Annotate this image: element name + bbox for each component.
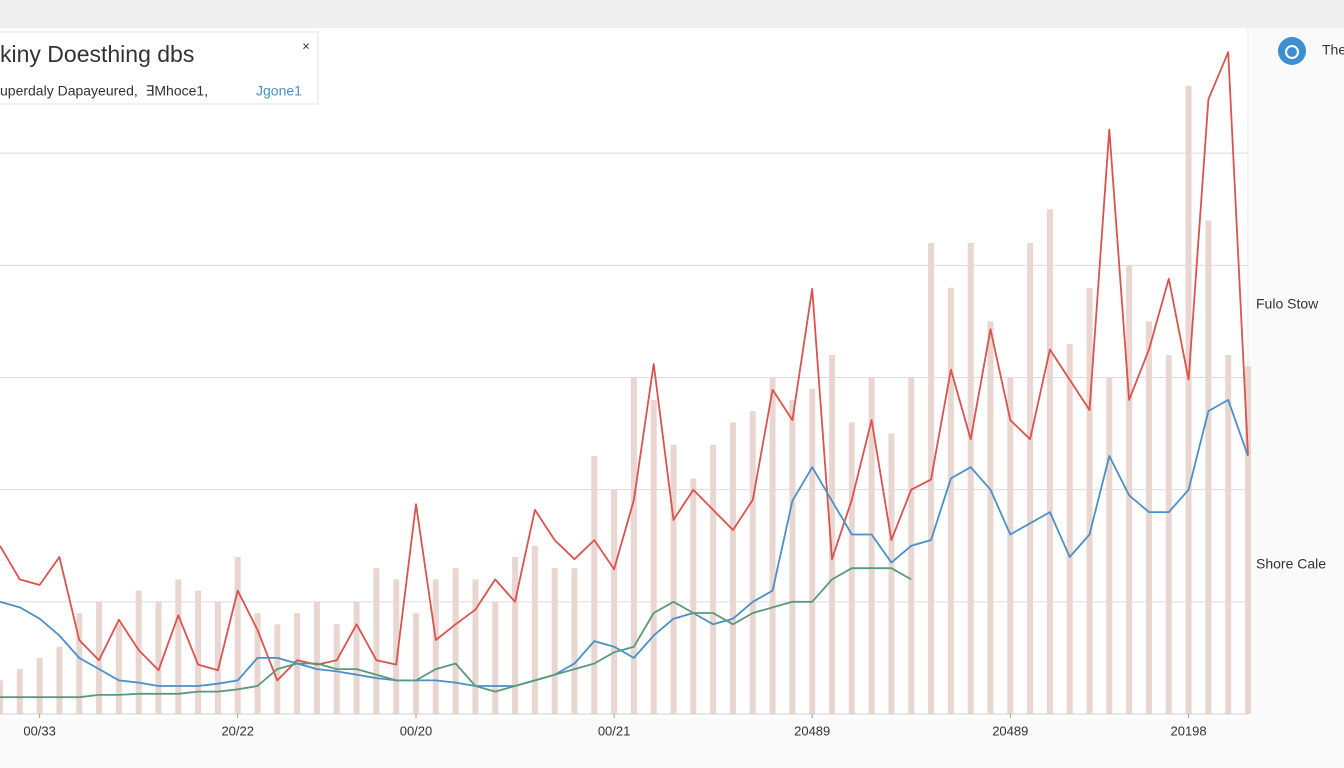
bar — [1165, 355, 1172, 714]
title-box — [0, 31, 319, 105]
corner-label: The — [1322, 42, 1344, 58]
x-tick-label: 20489 — [992, 723, 1028, 738]
close-button[interactable]: × — [302, 38, 310, 53]
x-tick-label: 00/20 — [400, 723, 433, 738]
bar — [195, 590, 202, 714]
bar — [1086, 287, 1093, 714]
bar — [234, 556, 241, 714]
bar — [512, 556, 519, 714]
bar — [571, 568, 578, 714]
bar — [690, 478, 697, 714]
chart-title: kiny Doesthing dbs — [0, 41, 194, 67]
top-bar — [0, 0, 1344, 28]
bar — [729, 422, 736, 714]
bar — [1007, 377, 1014, 714]
bar — [868, 377, 875, 714]
legend-label: Shore Cale — [1256, 556, 1326, 572]
bar — [611, 489, 618, 714]
bar — [413, 613, 419, 714]
bar — [1225, 355, 1232, 714]
bar — [155, 601, 162, 714]
bar — [650, 399, 657, 714]
bar — [670, 444, 677, 714]
bar — [987, 321, 994, 714]
bar — [1027, 242, 1034, 714]
bar — [373, 568, 380, 714]
plot-background — [0, 28, 1250, 718]
bar — [551, 568, 558, 714]
bar — [1046, 209, 1053, 714]
bar — [967, 242, 974, 714]
bar — [769, 377, 776, 714]
bar — [135, 590, 142, 714]
bar — [710, 444, 717, 714]
bar — [888, 433, 895, 714]
bar — [76, 613, 83, 714]
bar — [1245, 366, 1251, 714]
x-tick-label: 20198 — [1170, 723, 1206, 738]
bar — [1145, 321, 1152, 714]
bar — [1126, 265, 1133, 714]
bar — [393, 579, 400, 714]
chart-subtitle: uperdaly Dapayeured, ∃Mhoce1, — [0, 83, 208, 99]
bar — [472, 579, 479, 714]
bar — [531, 545, 538, 714]
bar — [353, 601, 360, 714]
line-series — [0, 399, 1249, 687]
bar — [115, 624, 122, 714]
bar — [432, 579, 439, 714]
bar — [829, 355, 835, 714]
bar — [1106, 377, 1113, 714]
bar — [492, 601, 499, 714]
bar — [313, 601, 320, 714]
subtitle-link[interactable]: Jgone1 — [256, 83, 302, 99]
plot-area: 00/33 20/22 00/20 00/21 20489 20489 20198 — [0, 28, 1251, 738]
corner-icon[interactable] — [1278, 37, 1306, 65]
bar — [1066, 343, 1073, 714]
bar — [947, 287, 954, 714]
bar — [254, 613, 261, 714]
bar — [591, 456, 598, 714]
bar — [96, 601, 103, 714]
bar — [175, 579, 182, 714]
x-tick-label: 00/21 — [598, 723, 631, 738]
x-tick-label: 20/22 — [221, 723, 254, 738]
line-series — [0, 567, 912, 699]
bar — [630, 377, 637, 714]
bar — [452, 568, 459, 714]
bar — [809, 388, 816, 714]
x-tick-label: 20489 — [794, 723, 830, 738]
legend-label: Fulo Stow — [1256, 296, 1319, 312]
bar — [789, 399, 796, 714]
bar — [1205, 220, 1212, 714]
bar — [214, 601, 221, 714]
bar — [16, 669, 23, 714]
corner-icon-glyph — [1285, 45, 1299, 59]
bar — [1185, 85, 1192, 714]
bar — [36, 657, 43, 714]
bar — [749, 411, 756, 714]
line-series — [0, 51, 1249, 682]
x-tick-label: 00/33 — [23, 723, 56, 738]
bar — [56, 646, 63, 714]
